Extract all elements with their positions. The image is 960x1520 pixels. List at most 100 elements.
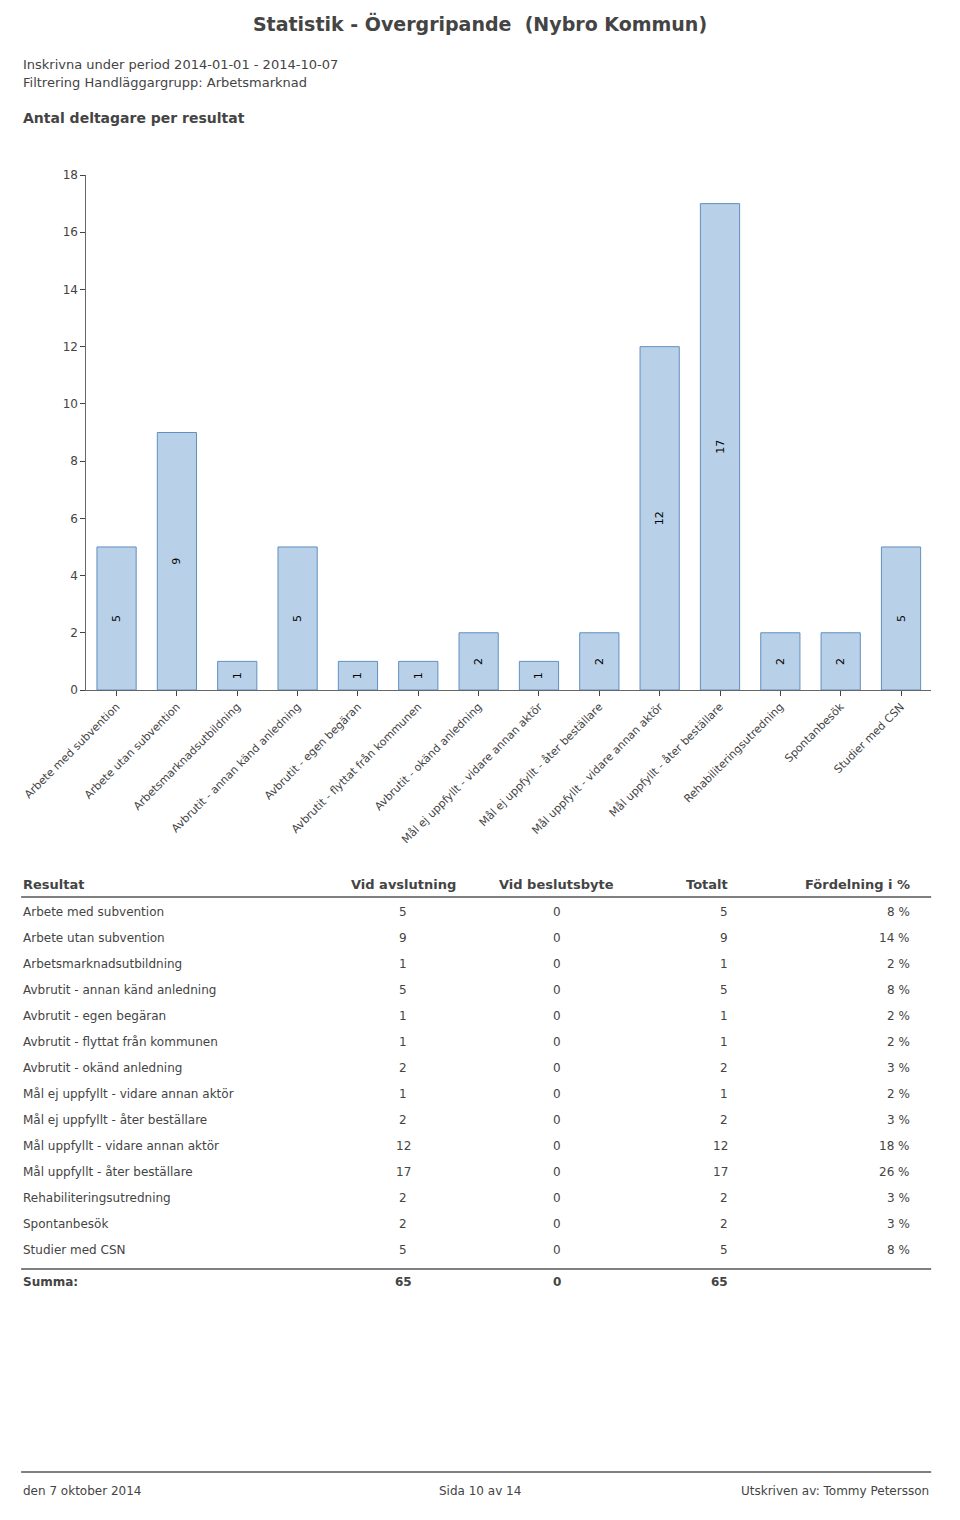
svg-text:Antal deltagare per resultat: Antal deltagare per resultat xyxy=(23,110,245,126)
svg-text:2: 2 xyxy=(720,1217,728,1231)
svg-text:2: 2 xyxy=(399,1061,407,1075)
svg-text:18 %: 18 % xyxy=(879,1139,910,1153)
svg-text:2: 2 xyxy=(834,658,847,665)
svg-text:Spontanbesök: Spontanbesök xyxy=(782,700,847,765)
svg-text:2: 2 xyxy=(720,1061,728,1075)
svg-text:Totalt: Totalt xyxy=(686,877,728,892)
svg-text:12: 12 xyxy=(63,340,78,354)
svg-text:10: 10 xyxy=(63,397,78,411)
svg-text:12: 12 xyxy=(713,1139,728,1153)
svg-text:Arbete utan subvention: Arbete utan subvention xyxy=(82,700,183,801)
svg-text:0: 0 xyxy=(553,1035,561,1049)
svg-text:2 %: 2 % xyxy=(887,1087,910,1101)
svg-text:0: 0 xyxy=(70,683,78,697)
svg-text:4: 4 xyxy=(70,569,78,583)
svg-text:1: 1 xyxy=(720,1009,728,1023)
svg-text:0: 0 xyxy=(553,1243,561,1257)
svg-text:3 %: 3 % xyxy=(887,1061,910,1075)
svg-text:0: 0 xyxy=(553,905,561,919)
svg-text:Mål uppfyllt - vidare annan ak: Mål uppfyllt - vidare annan aktör xyxy=(529,700,666,837)
svg-text:Spontanbesök: Spontanbesök xyxy=(23,1217,108,1231)
svg-text:Avbrutit - flyttat från kommun: Avbrutit - flyttat från kommunen xyxy=(23,1035,218,1049)
svg-text:Mål uppfyllt - åter beställare: Mål uppfyllt - åter beställare xyxy=(607,700,726,819)
svg-text:18: 18 xyxy=(63,168,78,182)
svg-text:9: 9 xyxy=(399,931,407,945)
svg-text:3 %: 3 % xyxy=(887,1217,910,1231)
svg-text:Resultat: Resultat xyxy=(23,877,84,892)
svg-text:12: 12 xyxy=(396,1139,411,1153)
svg-text:0: 0 xyxy=(553,1275,561,1289)
svg-text:2: 2 xyxy=(720,1113,728,1127)
svg-text:1: 1 xyxy=(720,957,728,971)
svg-text:Vid beslutsbyte: Vid beslutsbyte xyxy=(499,877,614,892)
svg-text:14: 14 xyxy=(63,283,78,297)
svg-text:3 %: 3 % xyxy=(887,1191,910,1205)
svg-text:Sida 10 av 14: Sida 10 av 14 xyxy=(439,1484,521,1498)
svg-text:1: 1 xyxy=(351,672,364,679)
svg-text:65: 65 xyxy=(395,1275,412,1289)
svg-text:Mål ej uppfyllt - åter beställ: Mål ej uppfyllt - åter beställare xyxy=(23,1113,207,1127)
svg-text:Rehabiliteringsutredning: Rehabiliteringsutredning xyxy=(23,1191,171,1205)
svg-text:1: 1 xyxy=(231,672,244,679)
svg-text:Arbetsmarknadsutbildning: Arbetsmarknadsutbildning xyxy=(131,701,243,813)
svg-text:Avbrutit - annan känd anlednin: Avbrutit - annan känd anledning xyxy=(23,983,216,997)
svg-text:0: 0 xyxy=(553,931,561,945)
svg-text:12: 12 xyxy=(653,511,666,525)
svg-text:1: 1 xyxy=(399,1009,407,1023)
svg-text:Arbetsmarknadsutbildning: Arbetsmarknadsutbildning xyxy=(23,957,182,971)
svg-text:0: 0 xyxy=(553,983,561,997)
svg-text:Avbrutit - okänd anledning: Avbrutit - okänd anledning xyxy=(372,701,485,814)
svg-text:2: 2 xyxy=(70,626,78,640)
svg-text:0: 0 xyxy=(553,1139,561,1153)
svg-text:1: 1 xyxy=(412,672,425,679)
svg-text:Mål ej uppfyllt - vidare annan: Mål ej uppfyllt - vidare annan aktör xyxy=(399,700,545,846)
svg-text:2: 2 xyxy=(399,1217,407,1231)
svg-text:5: 5 xyxy=(720,905,728,919)
svg-text:0: 0 xyxy=(553,1087,561,1101)
svg-text:Arbete utan subvention: Arbete utan subvention xyxy=(23,931,165,945)
svg-text:0: 0 xyxy=(553,1061,561,1075)
svg-text:Statistik - Övergripande (Nyb: Statistik - Övergripande (Nybro Kommun) xyxy=(253,12,707,35)
svg-text:0: 0 xyxy=(553,1009,561,1023)
svg-text:1: 1 xyxy=(720,1035,728,1049)
svg-text:17: 17 xyxy=(396,1165,411,1179)
svg-text:Avbrutit - annan känd anlednin: Avbrutit - annan känd anledning xyxy=(169,701,304,836)
svg-text:Studier med CSN: Studier med CSN xyxy=(831,701,907,777)
svg-text:Avbrutit - okänd anledning: Avbrutit - okänd anledning xyxy=(23,1061,182,1075)
svg-text:2 %: 2 % xyxy=(887,1035,910,1049)
svg-text:6: 6 xyxy=(70,512,78,526)
svg-text:2: 2 xyxy=(720,1191,728,1205)
svg-text:65: 65 xyxy=(711,1275,728,1289)
svg-text:Mål uppfyllt - vidare annan ak: Mål uppfyllt - vidare annan aktör xyxy=(23,1139,219,1153)
svg-text:Filtrering Handläggargrupp: Ar: Filtrering Handläggargrupp: Arbetsmarkna… xyxy=(23,75,307,90)
svg-text:5: 5 xyxy=(720,1243,728,1257)
svg-text:9: 9 xyxy=(170,558,183,565)
svg-text:5: 5 xyxy=(399,905,407,919)
svg-text:8 %: 8 % xyxy=(887,1243,910,1257)
svg-text:Avbrutit - flyttat från kommun: Avbrutit - flyttat från kommunen xyxy=(289,701,424,836)
svg-text:8 %: 8 % xyxy=(887,905,910,919)
svg-text:Rehabiliteringsutredning: Rehabiliteringsutredning xyxy=(681,701,786,806)
svg-text:1: 1 xyxy=(532,672,545,679)
svg-text:Mål ej uppfyllt - vidare annan: Mål ej uppfyllt - vidare annan aktör xyxy=(23,1087,234,1101)
svg-text:1: 1 xyxy=(399,957,407,971)
svg-text:3 %: 3 % xyxy=(887,1113,910,1127)
svg-text:1: 1 xyxy=(399,1035,407,1049)
svg-text:8 %: 8 % xyxy=(887,983,910,997)
svg-text:Mål ej uppfyllt - åter beställ: Mål ej uppfyllt - åter beställare xyxy=(477,700,606,829)
svg-text:0: 0 xyxy=(553,1165,561,1179)
svg-text:5: 5 xyxy=(720,983,728,997)
svg-text:5: 5 xyxy=(110,615,123,622)
svg-text:Studier med CSN: Studier med CSN xyxy=(23,1243,126,1257)
svg-text:0: 0 xyxy=(553,1191,561,1205)
svg-text:Fördelning i %: Fördelning i % xyxy=(805,877,910,892)
svg-text:Summa:: Summa: xyxy=(23,1275,78,1289)
svg-text:5: 5 xyxy=(399,983,407,997)
svg-text:26 %: 26 % xyxy=(879,1165,910,1179)
svg-text:2: 2 xyxy=(399,1113,407,1127)
svg-text:Inskrivna under period 2014-01: Inskrivna under period 2014-01-01 - 2014… xyxy=(23,57,338,72)
svg-text:Avbrutit - egen begäran: Avbrutit - egen begäran xyxy=(262,701,364,803)
svg-text:0: 0 xyxy=(553,1217,561,1231)
svg-text:2: 2 xyxy=(593,658,606,665)
svg-text:1: 1 xyxy=(720,1087,728,1101)
